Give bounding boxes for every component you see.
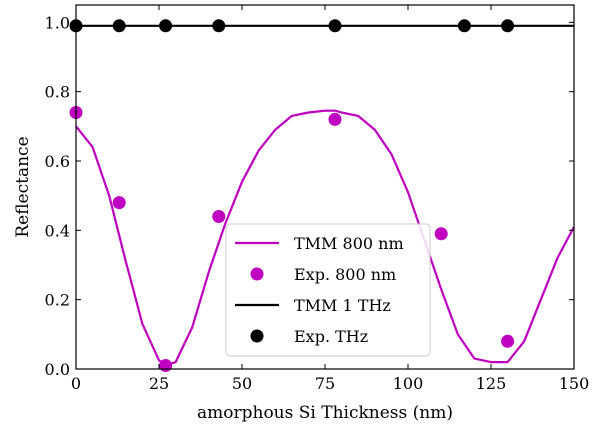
x-tick-label: 25 (149, 374, 169, 393)
x-tick-label: 75 (315, 374, 335, 393)
legend: TMM 800 nm Exp. 800 nm TMM 1 THz Exp. THz (225, 223, 431, 357)
y-tick-label: 0.0 (45, 360, 70, 379)
legend-marker-swatch (250, 329, 264, 343)
y-tick-label: 0.2 (45, 291, 70, 310)
y-tick-label: 0.4 (45, 221, 70, 240)
legend-marker-swatch (250, 267, 264, 281)
y-tick-label: 1.0 (45, 13, 70, 32)
legend-entry-label: Exp. 800 nm (294, 265, 396, 284)
data-point (501, 19, 515, 33)
data-point (112, 196, 126, 210)
data-point (434, 227, 448, 241)
data-point (328, 19, 342, 33)
data-point (112, 19, 126, 33)
y-axis-label: Reflectance (13, 136, 33, 237)
axes: 0 25 50 75 100 125 150 0.0 0.2 0.4 0.6 0.8 1.0 (45, 5, 590, 393)
data-point (501, 334, 515, 348)
x-tick-label: 125 (476, 374, 507, 393)
legend-entry-label: TMM 800 nm (294, 234, 404, 253)
x-axis-label: amorphous Si Thickness (nm) (197, 403, 453, 423)
y-tick-label: 0.6 (45, 152, 70, 171)
data-point (159, 19, 173, 33)
data-point (328, 112, 342, 126)
x-tick-label: 150 (559, 374, 590, 393)
legend-entry-label: TMM 1 THz (294, 296, 391, 315)
x-tick-label: 0 (71, 374, 81, 393)
data-point (159, 359, 173, 372)
data-point (212, 210, 226, 223)
legend-entry-label: Exp. THz (294, 327, 368, 346)
y-tick-label: 0.8 (45, 83, 70, 102)
data-point (457, 19, 471, 33)
x-tick-label: 100 (393, 374, 424, 393)
legend-box (225, 223, 431, 357)
x-tick-label: 50 (232, 374, 252, 393)
data-point (212, 19, 226, 33)
